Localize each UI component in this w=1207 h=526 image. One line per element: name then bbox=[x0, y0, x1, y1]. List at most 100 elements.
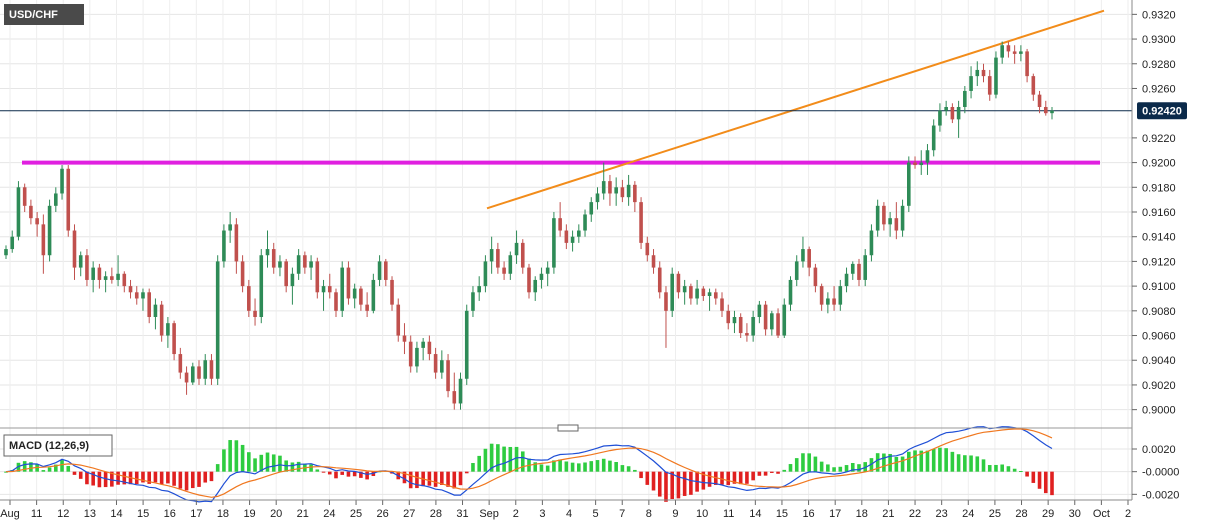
candle-body bbox=[738, 317, 743, 334]
macd-hist-bar bbox=[60, 460, 64, 472]
candle-body bbox=[589, 202, 594, 215]
macd-hist-bar bbox=[975, 456, 980, 472]
macd-hist-bar bbox=[857, 464, 861, 472]
macd-hist-bar bbox=[514, 446, 519, 472]
candle-body bbox=[247, 286, 251, 311]
candle-body bbox=[545, 267, 550, 274]
candle-body bbox=[670, 273, 675, 311]
candle-body bbox=[639, 202, 643, 243]
pane-resize-handle[interactable] bbox=[557, 424, 579, 432]
macd-hist-bar bbox=[944, 448, 948, 472]
candle-body bbox=[458, 378, 463, 404]
y-tick-label: 0.9180 bbox=[1142, 182, 1176, 194]
macd-hist-bar bbox=[203, 471, 208, 483]
macd-hist-bar bbox=[172, 471, 176, 486]
x-tick-label: 21 bbox=[882, 508, 894, 520]
x-tick-label: 3 bbox=[539, 508, 545, 520]
candle-body bbox=[54, 193, 58, 206]
macd-hist-bar bbox=[340, 471, 345, 475]
macd-hist-bar bbox=[116, 471, 120, 485]
macd-y-tick-label: -0.0020 bbox=[1142, 489, 1179, 501]
candle-body bbox=[159, 304, 164, 336]
macd-hist-bar bbox=[1019, 471, 1023, 473]
candle-body bbox=[464, 310, 469, 379]
macd-hist-bar bbox=[813, 456, 818, 472]
candle-body bbox=[757, 304, 762, 317]
macd-hist-bar bbox=[408, 471, 413, 489]
candle-body bbox=[564, 230, 569, 243]
candle-body bbox=[1006, 45, 1011, 52]
candle-body bbox=[390, 279, 394, 305]
candle-body bbox=[888, 218, 892, 225]
macd-hist-bar bbox=[91, 471, 95, 486]
y-tick-label: 0.9140 bbox=[1142, 232, 1176, 244]
macd-hist-bar bbox=[321, 471, 326, 473]
candle-body bbox=[583, 214, 587, 231]
candle-body bbox=[22, 187, 27, 206]
candle-body bbox=[47, 205, 52, 256]
candle-body bbox=[664, 292, 668, 311]
macd-hist-bar bbox=[427, 471, 432, 486]
macd-hist-bar bbox=[670, 471, 675, 500]
macd-hist-bar bbox=[402, 471, 407, 484]
macd-hist-bar bbox=[863, 462, 868, 472]
candle-body bbox=[141, 292, 145, 299]
x-tick-label: 19 bbox=[243, 508, 255, 520]
candle-body bbox=[234, 224, 239, 262]
x-tick-label: 18 bbox=[217, 508, 229, 520]
macd-hist-bar bbox=[278, 455, 282, 472]
macd-hist-bar bbox=[1006, 466, 1011, 472]
candle-body bbox=[396, 304, 401, 336]
candle-body bbox=[346, 267, 351, 299]
x-tick-label: 28 bbox=[1015, 508, 1027, 520]
macd-hist-bar bbox=[508, 446, 513, 472]
candle-body bbox=[402, 335, 407, 342]
candle-body bbox=[906, 162, 911, 206]
candle-body bbox=[72, 230, 77, 268]
candle-body bbox=[16, 187, 21, 237]
macd-hist-bar bbox=[54, 464, 58, 472]
macd-hist-bar bbox=[788, 464, 793, 472]
candle-body bbox=[91, 267, 95, 280]
candle-body bbox=[570, 236, 575, 243]
macd-hist-bar bbox=[981, 459, 986, 472]
x-tick-label: 10 bbox=[696, 508, 708, 520]
x-tick-label: 11 bbox=[31, 508, 42, 520]
candle-body bbox=[726, 310, 731, 324]
x-tick-label: 24 bbox=[962, 508, 974, 520]
candle-body bbox=[178, 354, 183, 373]
macd-hist-bar bbox=[969, 455, 973, 472]
macd-hist-bar bbox=[327, 471, 332, 475]
macd-hist-bar bbox=[1012, 468, 1017, 472]
candle-body bbox=[807, 249, 811, 268]
candle-body bbox=[110, 276, 114, 280]
macd-hist-bar bbox=[801, 453, 805, 472]
candle-body bbox=[265, 249, 270, 256]
macd-hist-bar bbox=[309, 464, 313, 472]
candle-body bbox=[1037, 94, 1042, 107]
macd-line bbox=[5, 426, 1053, 503]
candle-body bbox=[608, 181, 612, 194]
candle-body bbox=[327, 286, 332, 293]
x-tick-label: 20 bbox=[270, 508, 282, 520]
candle-body bbox=[1012, 51, 1017, 54]
candle-body bbox=[850, 263, 855, 274]
candle-body bbox=[838, 286, 843, 305]
x-tick-label: 29 bbox=[1042, 508, 1054, 520]
y-tick-label: 0.9080 bbox=[1142, 306, 1176, 318]
macd-hist-bar bbox=[253, 458, 257, 472]
macd-hist-bar bbox=[520, 451, 525, 472]
candle-body bbox=[514, 242, 519, 256]
macd-hist-bar bbox=[732, 471, 737, 484]
candle-body bbox=[222, 230, 226, 262]
macd-hist-bar bbox=[533, 462, 538, 472]
candle-body bbox=[203, 360, 208, 379]
macd-hist-bar bbox=[433, 471, 438, 487]
candle-body bbox=[788, 279, 793, 305]
x-tick-label: 4 bbox=[566, 508, 572, 520]
candle-body bbox=[832, 298, 836, 305]
macd-hist-bar bbox=[296, 461, 301, 472]
candle-body bbox=[271, 249, 276, 268]
candle-body bbox=[303, 255, 307, 268]
candle-body bbox=[215, 261, 220, 379]
